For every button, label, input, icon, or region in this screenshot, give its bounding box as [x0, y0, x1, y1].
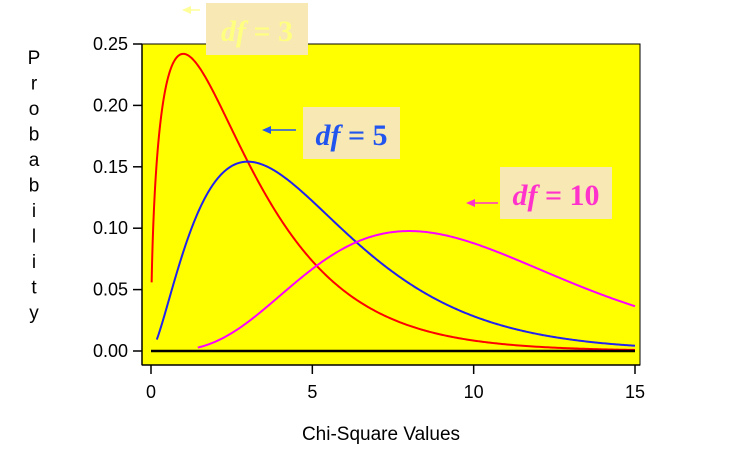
axes-group: [141, 44, 640, 366]
series-labels-group: df = 3 df = 5 df = 10: [182, 3, 612, 219]
y-tick-label: 0.20: [93, 95, 128, 115]
x-axis-label: Chi-Square Values: [302, 424, 460, 445]
x-tick-label: 10: [464, 382, 484, 402]
x-tick-label: 5: [307, 382, 317, 402]
y-tick-label: 0.15: [93, 157, 128, 177]
x-ticks-group: 0 5 10 15: [146, 365, 645, 402]
y-ticks-group: 0.00 0.05 0.10 0.15 0.20 0.25: [93, 34, 142, 361]
curve-df-3: [150, 52, 636, 351]
y-axis-label-letter: y: [29, 303, 39, 324]
y-tick-label: 0.00: [93, 341, 128, 361]
series-label-df-10: df = 10: [512, 179, 599, 212]
y-tick-label: 0.05: [93, 280, 128, 300]
series-label-df-5: df = 5: [315, 119, 387, 152]
y-axis-label-letter: i: [32, 252, 36, 273]
curves-group: [150, 52, 636, 351]
y-axis-label-letter: l: [32, 227, 36, 248]
y-axis-label-letter: P: [28, 48, 41, 69]
series-label-arrowhead: [182, 6, 191, 14]
y-axis-label-letter: b: [29, 176, 40, 197]
curve-df-10: [197, 230, 636, 349]
curve-df-5: [155, 160, 636, 347]
series-label-box: [500, 167, 612, 219]
y-tick-label: 0.25: [93, 34, 128, 54]
y-tick-label: 0.10: [93, 218, 128, 238]
series-label-box: [303, 107, 400, 159]
x-tick-label: 15: [625, 382, 645, 402]
y-axis-label-letter: b: [29, 125, 40, 146]
y-axis-label-letter: a: [29, 150, 40, 171]
y-axis-label-letter: o: [29, 99, 40, 120]
x-tick-label: 0: [146, 382, 156, 402]
y-axis-label-letter: i: [32, 201, 36, 222]
y-axis-label-letter: r: [31, 74, 38, 95]
y-axis-label-letter: t: [31, 278, 37, 299]
series-label-arrowhead: [262, 126, 271, 134]
series-label-df-3: df = 3: [221, 15, 293, 48]
series-label-box: [206, 3, 308, 55]
series-label-arrowhead: [466, 199, 475, 207]
